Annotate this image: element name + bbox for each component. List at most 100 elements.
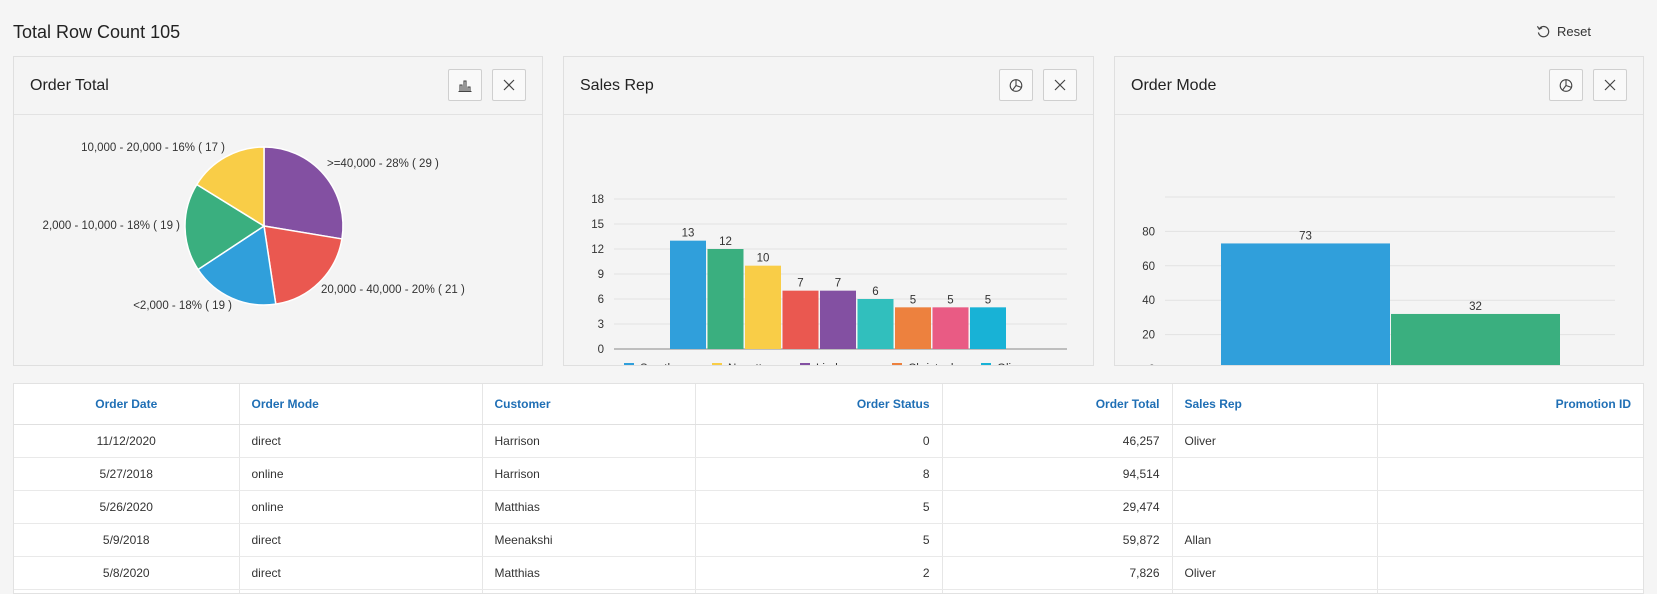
y-tick-label: 40 (1142, 295, 1155, 307)
order-total-card: Order Total >=40,000 - 28% ( 29 ) 20,000 … (13, 56, 543, 366)
table-row[interactable]: 5/9/2018 direct Meenakshi 5 59,872 Allan (14, 523, 1643, 557)
bar[interactable] (932, 307, 969, 349)
table-row[interactable] (14, 589, 1643, 593)
pie-slice[interactable] (263, 146, 344, 240)
cell-order-status: 5 (695, 523, 943, 557)
reset-icon (1536, 25, 1550, 38)
cell-sales-rep: Allan (1172, 523, 1378, 557)
legend-swatch (712, 363, 722, 365)
legend-swatch (981, 363, 991, 365)
change-chart-type-button[interactable] (999, 69, 1033, 101)
close-card-button[interactable] (1043, 69, 1077, 101)
table-row[interactable]: 11/12/2020 direct Harrison 0 46,257 Oliver (14, 424, 1643, 458)
bar[interactable] (820, 290, 856, 349)
bar[interactable] (782, 290, 819, 349)
bar-data-label: 73 (1299, 230, 1312, 242)
pie-slice[interactable] (263, 225, 343, 305)
cell-order-date: 5/27/2018 (14, 457, 240, 491)
bar-data-label: 13 (682, 228, 695, 240)
cell-order-date: 5/8/2020 (14, 556, 240, 590)
cell-promotion-id (1377, 490, 1643, 524)
bar-chart-icon (458, 80, 472, 93)
legend-entry[interactable]: Lindsey (816, 363, 856, 365)
legend-entry[interactable]: Sarath (640, 363, 674, 365)
column-header-customer[interactable]: Customer (482, 384, 696, 425)
pie-slice[interactable] (184, 183, 266, 271)
cell-order-mode: online (239, 490, 483, 524)
card-title: Order Total (30, 77, 109, 94)
cell-order-status: 5 (695, 490, 943, 524)
change-chart-type-button[interactable] (1549, 69, 1583, 101)
cell-order-mode (239, 589, 483, 593)
y-tick-label: 20 (1142, 330, 1155, 342)
legend-swatch (624, 363, 634, 365)
column-header-order-date[interactable]: Order Date (14, 384, 240, 425)
reset-button[interactable]: Reset (1536, 24, 1591, 39)
column-header-order-status[interactable]: Order Status (695, 384, 943, 425)
pie-chart-icon (1009, 79, 1023, 92)
y-tick-label: 15 (591, 219, 604, 231)
bar-data-label: 12 (719, 236, 732, 248)
cell-promotion-id (1377, 424, 1643, 458)
cell-order-status: 0 (695, 424, 943, 458)
cell-order-status (695, 589, 943, 593)
bar[interactable] (745, 265, 781, 349)
legend-entry[interactable]: Christopher (908, 363, 968, 365)
bar[interactable] (857, 299, 894, 349)
table-row[interactable]: 5/27/2018 online Harrison 8 94,514 (14, 457, 1643, 491)
y-tick-label: 0 (598, 344, 604, 356)
pie-slice-label: 2,000 - 10,000 - 18% ( 19 ) (43, 220, 181, 232)
y-tick-label: 9 (598, 269, 604, 281)
y-tick-label: 3 (598, 319, 604, 331)
page-title: Total Row Count 105 (13, 22, 181, 42)
cell-promotion-id (1377, 457, 1643, 491)
bar[interactable] (707, 249, 744, 349)
cell-promotion-id (1377, 589, 1643, 593)
bar[interactable] (970, 307, 1006, 349)
column-header-sales-rep[interactable]: Sales Rep (1172, 384, 1378, 425)
bar-data-label: 5 (910, 294, 916, 306)
bar-data-label: 5 (985, 294, 991, 306)
bar-data-label: 6 (872, 286, 878, 298)
order-total-pie-chart: >=40,000 - 28% ( 29 ) 20,000 - 40,000 - 2… (43, 142, 465, 312)
pie-slice[interactable] (197, 224, 277, 306)
y-tick-label: 60 (1142, 261, 1155, 273)
column-header-order-mode[interactable]: Order Mode (239, 384, 483, 425)
bar[interactable] (895, 307, 931, 349)
bar-data-label: 5 (947, 294, 953, 306)
bar[interactable] (1391, 313, 1560, 365)
pie-chart-icon (1559, 79, 1573, 92)
cell-order-status: 2 (695, 556, 943, 590)
cell-order-mode: direct (239, 523, 483, 557)
table-row[interactable]: 5/26/2020 online Matthias 5 29,474 (14, 490, 1643, 524)
cell-order-total: 7,826 (942, 556, 1173, 590)
pie-slice[interactable] (195, 146, 265, 228)
bar-data-label: 32 (1469, 301, 1482, 313)
table-header-row: Order Date Order Mode Customer Order Sta… (14, 384, 1643, 425)
column-header-order-total[interactable]: Order Total (942, 384, 1173, 425)
cell-customer: Harrison (482, 457, 696, 491)
legend-entry[interactable]: Nanette (728, 363, 768, 365)
cell-sales-rep (1172, 457, 1378, 491)
close-card-button[interactable] (492, 69, 526, 101)
cell-customer: Meenakshi (482, 523, 696, 557)
cell-customer: Matthias (482, 556, 696, 590)
column-header-promotion-id[interactable]: Promotion ID (1377, 384, 1643, 425)
close-icon (1604, 79, 1616, 91)
bar[interactable] (1221, 243, 1390, 365)
close-card-button[interactable] (1593, 69, 1627, 101)
legend-entry[interactable]: Oliver (997, 363, 1027, 365)
cell-order-date: 5/9/2018 (14, 523, 240, 557)
bar[interactable] (670, 240, 706, 349)
cell-order-date: 5/26/2020 (14, 490, 240, 524)
bar-data-label: 7 (835, 278, 841, 290)
table-row[interactable]: 5/8/2020 direct Matthias 2 7,826 Oliver (14, 556, 1643, 590)
cell-order-total: 59,872 (942, 523, 1173, 557)
cell-promotion-id (1377, 523, 1643, 557)
cell-order-mode: online (239, 457, 483, 491)
legend-swatch (800, 363, 810, 365)
table-body: 11/12/2020 direct Harrison 0 46,257 Oliver 5/2… (14, 424, 1643, 593)
cell-order-total: 46,257 (942, 424, 1173, 458)
change-chart-type-button[interactable] (448, 69, 482, 101)
y-tick-label: 80 (1142, 226, 1155, 238)
